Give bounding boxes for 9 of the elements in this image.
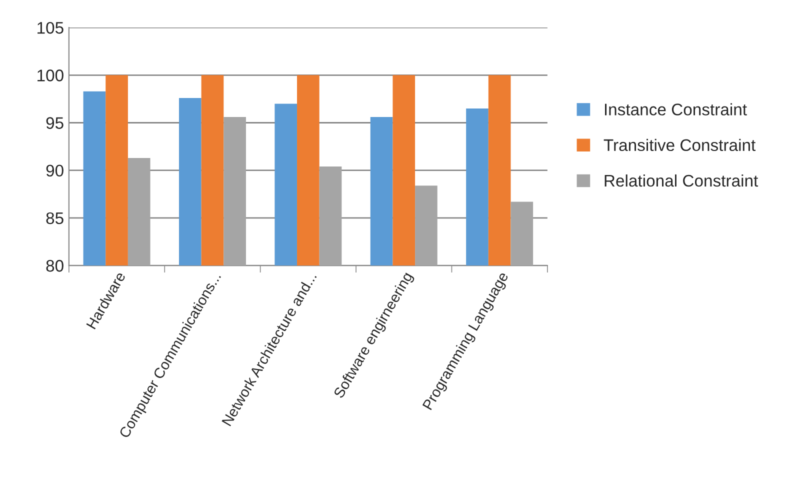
y-tick-label: 80	[46, 260, 64, 272]
y-tick-label: 90	[46, 164, 64, 177]
legend-label: Relational Constraint	[604, 174, 758, 187]
y-tick-label: 100	[38, 70, 64, 82]
y-tick-label: 105	[38, 22, 64, 34]
legend-label: Instance Constraint	[604, 103, 747, 116]
y-tick-label: 95	[46, 117, 64, 129]
legend-label: Transitive Constraint	[604, 138, 756, 152]
y-tick-label: 85	[46, 212, 64, 224]
